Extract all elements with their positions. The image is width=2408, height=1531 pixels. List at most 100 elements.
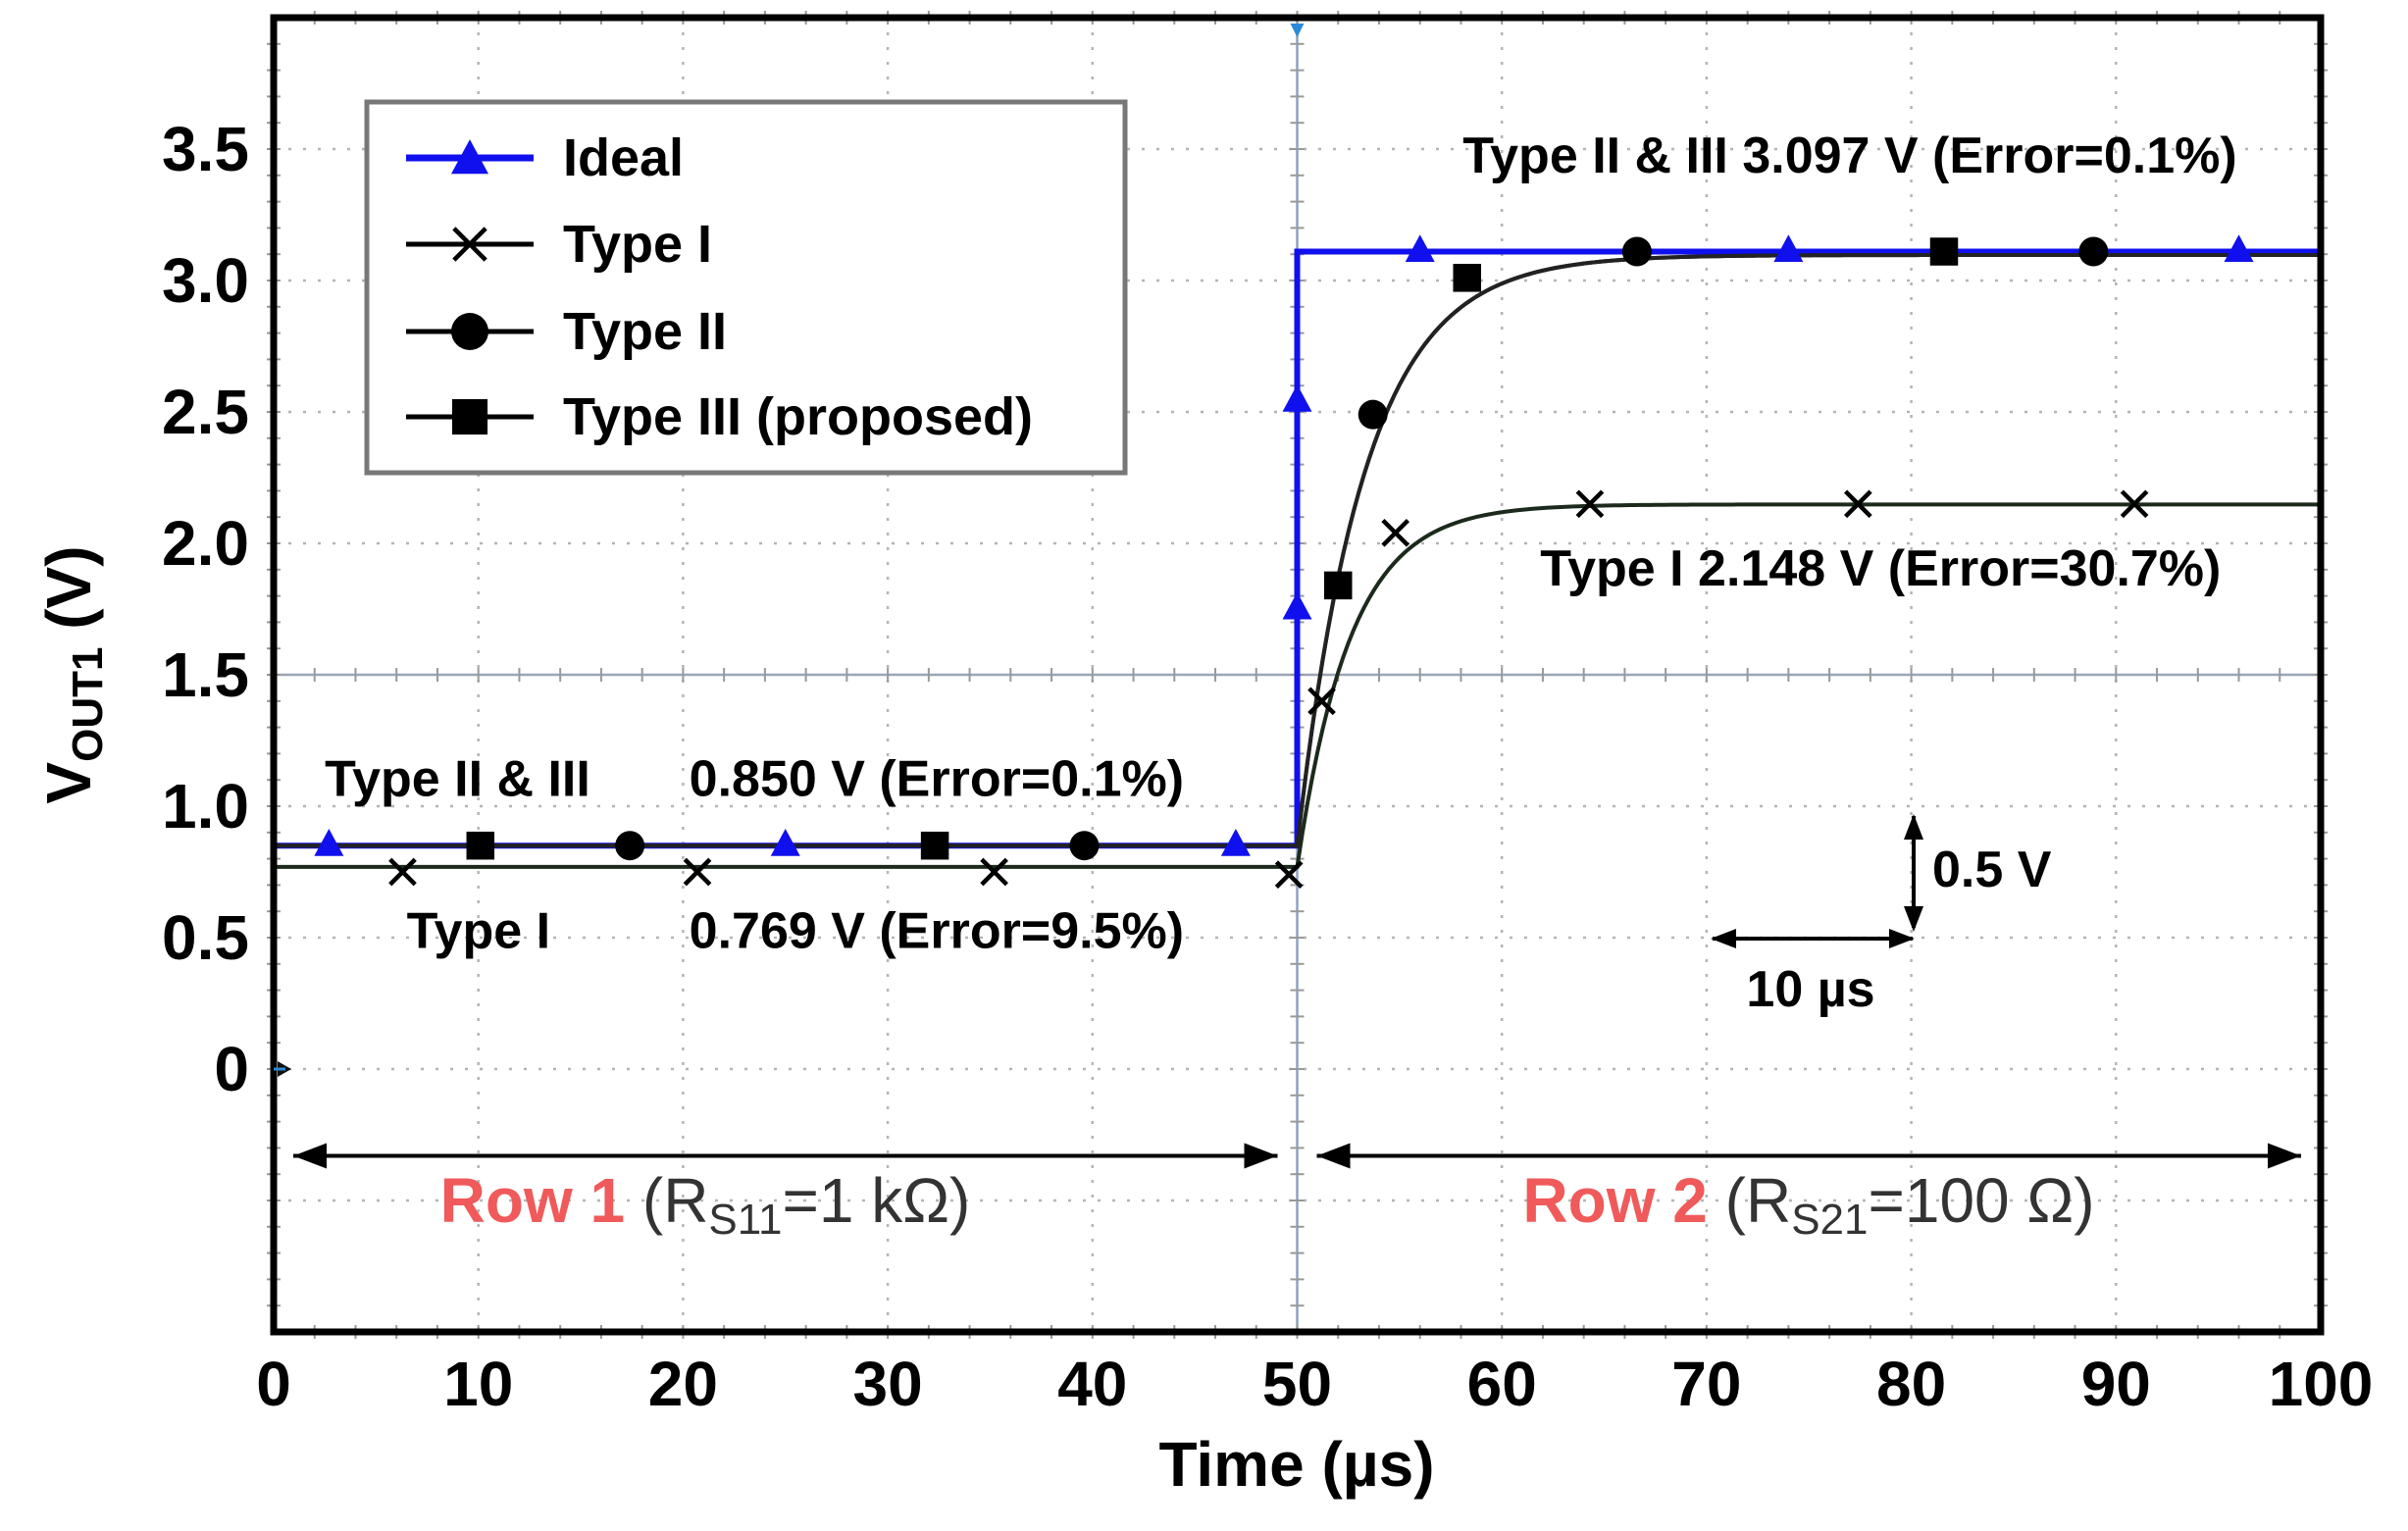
x-tick-label: 60 <box>1467 1349 1537 1419</box>
annotation-3: 0.850 V (Error=0.1%) <box>690 750 1184 807</box>
scale-bar-voltage-head-top <box>1904 814 1923 840</box>
marker-ideal <box>770 828 800 856</box>
x-tick-label: 10 <box>443 1349 513 1419</box>
y-tick-label: 3.0 <box>162 245 249 316</box>
marker-ideal <box>2224 234 2254 263</box>
marker-type-i-stroke <box>683 857 712 887</box>
scale-bar-time-head-right <box>1889 929 1915 948</box>
scale-bars <box>1711 814 1923 948</box>
legend-label-type-iii: Type III (proposed) <box>563 387 1033 446</box>
marker-ideal <box>1405 234 1435 263</box>
marker-type-i <box>1843 489 1872 519</box>
annotation-layer: Type II & III 3.097 V (Error=0.1%) Type I… <box>293 128 2301 1169</box>
plot-frame <box>270 14 2325 1336</box>
scale-bar-time-label: 10 µs <box>1746 961 1874 1018</box>
marker-type-i-stroke <box>1843 489 1872 519</box>
legend-entry-ideal: Ideal <box>406 128 684 187</box>
x-tick-label: 40 <box>1057 1349 1127 1419</box>
marker-type-ii <box>1069 831 1100 861</box>
y-axis-label: VOUT1 (V) <box>33 545 112 803</box>
legend-label-ideal: Ideal <box>563 128 684 187</box>
marker-type-i <box>2120 489 2149 519</box>
tick-layer: 0 10 20 30 40 50 60 70 80 90 100 0 0.5 1.0 1.5 2.0 2.5 3.… <box>162 24 2373 1419</box>
marker-type-ii <box>1358 399 1388 430</box>
marker-type-iii <box>1929 237 1959 266</box>
marker-type-i <box>388 857 417 887</box>
x-tick-label: 50 <box>1262 1349 1332 1419</box>
region-arrow-head-right <box>1244 1143 1278 1169</box>
x-tick-label: 80 <box>1876 1349 1946 1419</box>
annotation-4: Type I <box>407 903 550 960</box>
legend-marker-ideal <box>451 139 488 175</box>
y-tick-label: 0.5 <box>162 902 249 973</box>
scale-bar-voltage-head-bottom <box>1904 906 1923 932</box>
x-tick-label: 90 <box>2081 1349 2151 1419</box>
y-tick-label: 2.5 <box>162 377 249 447</box>
marker-type-i-stroke <box>980 857 1008 887</box>
marker-type-i <box>1307 687 1336 716</box>
marker-type-i <box>1274 860 1304 890</box>
region-arrow-1 <box>293 1143 1278 1169</box>
region-name-row-1: Row 1 <box>440 1165 625 1236</box>
y-tick-label: 2.0 <box>162 508 249 579</box>
region-label-row-1: Row 1 (RS11=1 kΩ) <box>440 1165 971 1244</box>
legend-entry-type-iii: Type III (proposed) <box>406 387 1033 446</box>
marker-type-i-stroke <box>1307 687 1336 716</box>
x-tick-label: 20 <box>648 1349 718 1419</box>
scale-bar-time-head-left <box>1711 929 1736 948</box>
trigger-marker <box>1290 24 1305 37</box>
marker-ideal <box>1220 828 1251 856</box>
legend: Ideal Type I Type II Type III (proposed) <box>364 99 1128 476</box>
marker-type-i-stroke <box>1575 489 1605 519</box>
marker-type-iii <box>1323 571 1353 600</box>
y-tick-label: 0 <box>214 1034 249 1104</box>
marker-type-ii <box>2078 236 2109 267</box>
marker-type-i <box>1575 489 1605 519</box>
region-arrow-head-right <box>2268 1143 2301 1169</box>
marker-type-iii <box>1453 264 1481 292</box>
annotation-5: 0.769 V (Error=9.5%) <box>690 903 1184 960</box>
annotation-2: Type II & III <box>325 750 590 807</box>
x-tick-label: 30 <box>853 1349 923 1419</box>
marker-type-i-stroke <box>2120 489 2149 519</box>
region-label-row-2: Row 2 (RS21=100 Ω) <box>1522 1165 2094 1244</box>
marker-ideal <box>314 828 344 856</box>
legend-box <box>364 99 1128 476</box>
annotation-1: Type I 2.148 V (Error=30.7%) <box>1540 540 2221 597</box>
legend-marker-type-i <box>452 227 487 262</box>
x-tick-label: 100 <box>2269 1349 2374 1419</box>
y-tick-label: 1.0 <box>162 771 249 842</box>
marker-type-i <box>1381 518 1410 547</box>
legend-marker-type-i-stroke <box>452 227 487 262</box>
marker-type-iii <box>920 831 949 860</box>
region-arrow-head-left <box>1316 1143 1351 1169</box>
legend-label-type-ii: Type II <box>563 302 727 361</box>
marker-type-i-stroke <box>1274 860 1304 890</box>
x-axis-label: Time (µs) <box>1158 1429 1434 1500</box>
marker-layer <box>314 234 2254 890</box>
marker-type-i-stroke <box>388 857 417 887</box>
marker-type-i-stroke <box>1381 518 1410 547</box>
legend-marker-type-iii <box>451 398 488 435</box>
series-line-type-iii <box>274 253 2322 848</box>
legend-entry-type-i: Type I <box>406 215 712 274</box>
marker-type-ii <box>1621 236 1652 267</box>
marker-ideal <box>1282 384 1312 412</box>
marker-type-iii <box>466 831 495 860</box>
scale-bar-voltage-label: 0.5 V <box>1932 842 2052 898</box>
y-tick-label: 3.5 <box>162 114 249 184</box>
legend-entry-type-ii: Type II <box>406 302 727 361</box>
marker-type-ii <box>615 831 645 861</box>
region-arrow-2 <box>1316 1143 2301 1169</box>
marker-ideal <box>1282 591 1312 620</box>
marker-ideal <box>1773 234 1804 263</box>
region-arrow-head-left <box>293 1143 327 1169</box>
legend-label-type-i: Type I <box>563 215 712 274</box>
x-tick-label: 0 <box>256 1349 291 1419</box>
marker-type-i <box>980 857 1008 887</box>
x-tick-label: 70 <box>1671 1349 1741 1419</box>
region-name-row-2: Row 2 <box>1522 1165 1707 1236</box>
annotation-0: Type II & III 3.097 V (Error=0.1%) <box>1462 128 2236 184</box>
marker-type-i <box>683 857 712 887</box>
